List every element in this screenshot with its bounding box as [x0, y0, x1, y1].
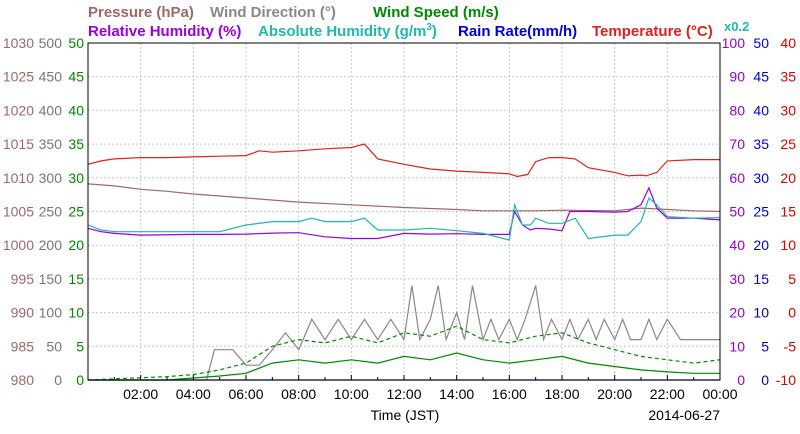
y-tick-label-wind-direction: 450	[39, 69, 63, 85]
y-tick-label-wind-direction: 0	[54, 372, 62, 388]
y-tick-label-temperature: 40	[780, 35, 796, 51]
x-tick-label: 02:00	[123, 386, 158, 402]
relative-humidity-legend: Relative Humidity (%)	[88, 23, 241, 40]
y-tick-label-wind-direction: 250	[39, 204, 63, 220]
rain-rate-legend: Rain Rate(mm/h)	[458, 23, 577, 40]
x-tick-label: 04:00	[176, 386, 211, 402]
y-tick-label-pressure: 1020	[3, 102, 34, 118]
y-tick-label-wind-speed: 50	[68, 35, 84, 51]
y-tick-label-wind-speed: 30	[68, 170, 84, 186]
series-line-relative-humidity	[87, 186, 721, 240]
series-line-wind-speed-m-s	[88, 352, 720, 381]
y-tick-label-wind-direction: 100	[39, 305, 63, 321]
y-tick-label-relative-humidity: 30	[729, 271, 745, 287]
series-line-pressure-hpa	[87, 183, 721, 213]
y-tick-label-relative-humidity: 90	[729, 69, 745, 85]
y-tick-label-relative-humidity: 50	[729, 204, 745, 220]
y-tick-label-relative-humidity: 80	[729, 102, 745, 118]
series-line-wind-speed-m-s-gust	[87, 325, 721, 381]
y-tick-label-rain-rate: 40	[753, 102, 769, 118]
y-tick-label-pressure: 985	[11, 338, 35, 354]
y-tick-label-pressure: 1015	[3, 136, 34, 152]
y-tick-label-wind-direction: 150	[39, 271, 63, 287]
y-tick-label-temperature: 10	[780, 237, 796, 253]
x-tick-label: 08:00	[281, 386, 316, 402]
y-tick-label-wind-speed: 25	[68, 204, 84, 220]
series-line-wind-direction	[88, 285, 720, 381]
y-tick-label-wind-speed: 35	[68, 136, 84, 152]
y-tick-label-pressure: 990	[11, 305, 35, 321]
grid	[88, 43, 720, 380]
y-tick-label-wind-speed: 40	[68, 102, 84, 118]
y-tick-label-pressure: 1005	[3, 204, 34, 220]
wind-direction-legend: Wind Direction (°)	[210, 4, 336, 21]
y-tick-label-pressure: 1000	[3, 237, 34, 253]
y-axes: 1030102510201015101010051000995990985980…	[3, 35, 796, 388]
y-tick-label-wind-speed: 45	[68, 69, 84, 85]
y-tick-label-wind-direction: 500	[39, 35, 63, 51]
y-tick-label-wind-speed: 0	[76, 372, 84, 388]
pressure-legend: Pressure (hPa)	[88, 4, 194, 21]
y-tick-label-relative-humidity: 70	[729, 136, 745, 152]
y-tick-label-relative-humidity: 10	[729, 338, 745, 354]
y-tick-label-rain-rate: 0	[761, 372, 769, 388]
temperature-legend: Temperature (°C)	[592, 23, 713, 40]
y-tick-label-relative-humidity: 20	[729, 305, 745, 321]
y-tick-label-pressure: 1010	[3, 170, 34, 186]
x-tick-label: 22:00	[650, 386, 685, 402]
y-tick-label-temperature: 30	[780, 102, 796, 118]
y-tick-label-rain-rate: 30	[753, 170, 769, 186]
y-tick-label-wind-direction: 350	[39, 136, 63, 152]
x-tick-label: 16:00	[492, 386, 527, 402]
y-tick-label-relative-humidity: 100	[722, 35, 746, 51]
y-tick-label-rain-rate: 45	[753, 69, 769, 85]
y-tick-label-wind-speed: 5	[76, 338, 84, 354]
y-tick-label-temperature: 20	[780, 170, 796, 186]
y-tick-label-pressure: 980	[11, 372, 35, 388]
date-label: 2014-06-27	[648, 407, 720, 423]
x-axis-label: Time (JST)	[371, 407, 440, 423]
y-tick-label-wind-speed: 10	[68, 305, 84, 321]
x-tick-label: 12:00	[386, 386, 421, 402]
series-line-absolute-humidity-g-m3	[87, 196, 721, 241]
y-tick-label-wind-direction: 50	[46, 338, 62, 354]
y-tick-label-rain-rate: 10	[753, 305, 769, 321]
absolute-humidity-legend: Absolute Humidity (g/m3)	[258, 22, 437, 40]
y-tick-label-pressure: 1030	[3, 35, 34, 51]
y-tick-label-rain-rate: 25	[753, 204, 769, 220]
y-tick-label-temperature: 35	[780, 69, 796, 85]
y-tick-label-relative-humidity: 40	[729, 237, 745, 253]
y-tick-label-wind-direction: 400	[39, 102, 63, 118]
y-tick-label-relative-humidity: 60	[729, 170, 745, 186]
scale-note: x0.2	[724, 19, 749, 34]
y-tick-label-rain-rate: 50	[753, 35, 769, 51]
y-tick-label-temperature: 15	[780, 204, 796, 220]
y-tick-label-wind-speed: 15	[68, 271, 84, 287]
y-tick-label-temperature: 0	[788, 305, 796, 321]
x-tick-label: 10:00	[334, 386, 369, 402]
y-tick-label-rain-rate: 20	[753, 237, 769, 253]
y-tick-label-temperature: 5	[788, 271, 796, 287]
x-axis: 02:00 04:00 06:00 08:00 10:00 12:00 14:00 16:00…	[113, 375, 738, 402]
x-tick-label: 20:00	[597, 386, 632, 402]
y-tick-label-pressure: 995	[11, 271, 35, 287]
wind-speed-legend: Wind Speed (m/s)	[373, 4, 499, 21]
y-tick-label-temperature: -5	[784, 338, 797, 354]
y-tick-label-rain-rate: 15	[753, 271, 769, 287]
x-tick-label: 14:00	[439, 386, 474, 402]
y-tick-label-rain-rate: 35	[753, 136, 769, 152]
y-tick-label-wind-direction: 200	[39, 237, 63, 253]
x-tick-label: 00:00	[702, 386, 737, 402]
y-tick-label-temperature: 25	[780, 136, 796, 152]
y-tick-label-temperature: -10	[776, 372, 796, 388]
series-line-temperature-c	[87, 143, 720, 178]
y-tick-label-wind-speed: 20	[68, 237, 84, 253]
x-tick-label: 06:00	[228, 386, 263, 402]
x-tick-label: 18:00	[544, 386, 579, 402]
y-tick-label-rain-rate: 5	[761, 338, 769, 354]
y-tick-label-pressure: 1025	[3, 69, 34, 85]
y-tick-label-relative-humidity: 0	[737, 372, 745, 388]
y-tick-label-wind-direction: 300	[39, 170, 63, 186]
